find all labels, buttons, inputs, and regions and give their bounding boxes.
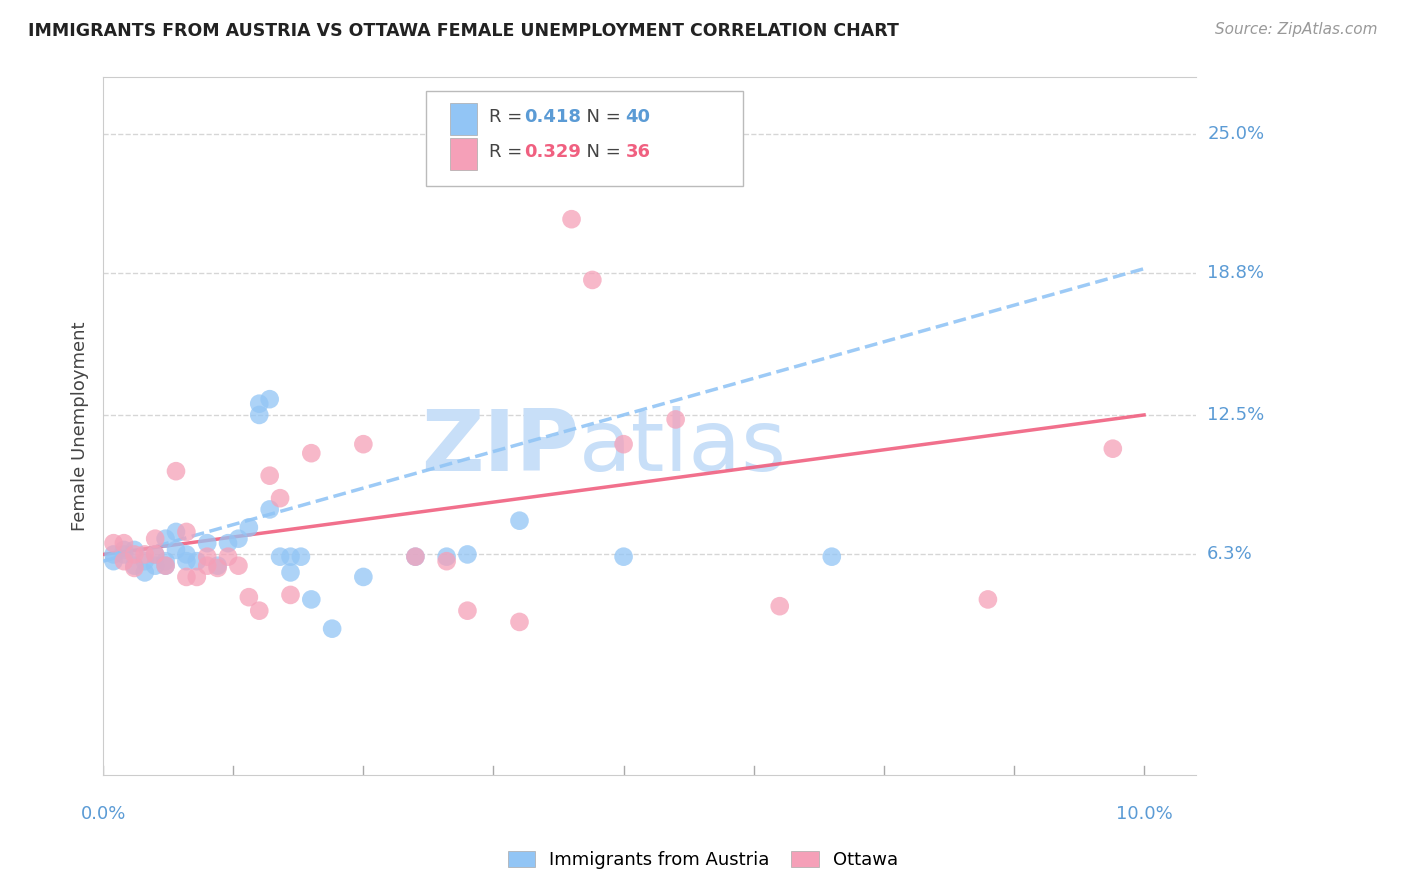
Point [508,615,530,629]
Point [290,549,312,564]
Point [176,554,198,568]
Point [124,558,146,573]
Point [176,548,198,562]
Point [352,570,374,584]
Point [143,532,166,546]
Point [143,558,166,573]
Text: 18.8%: 18.8% [1208,264,1264,282]
Text: N =: N = [575,108,627,126]
Point [124,543,146,558]
Point [259,502,281,516]
Text: 12.5%: 12.5% [1208,406,1264,424]
Point [165,543,187,558]
Point [165,524,187,539]
Point [134,554,156,568]
Point [561,212,583,227]
Point [112,548,135,562]
Point [299,592,322,607]
Point [352,437,374,451]
Point [143,548,166,562]
Point [134,566,156,580]
Point [195,536,218,550]
Point [247,604,270,618]
Point [155,554,177,568]
Text: 0.418: 0.418 [524,108,581,126]
Point [436,554,458,568]
Point [613,549,636,564]
Point [280,588,302,602]
Point [508,514,530,528]
Point [155,532,177,546]
Text: R =: R = [489,108,527,126]
Text: 10.0%: 10.0% [1116,805,1173,823]
Point [321,622,343,636]
Point [112,543,135,558]
Point [436,549,458,564]
Point [238,590,260,604]
Text: IMMIGRANTS FROM AUSTRIA VS OTTAWA FEMALE UNEMPLOYMENT CORRELATION CHART: IMMIGRANTS FROM AUSTRIA VS OTTAWA FEMALE… [28,22,898,40]
Point [207,558,229,573]
Point [280,566,302,580]
Point [821,549,844,564]
Point [207,561,229,575]
Point [581,273,603,287]
Point [259,392,281,407]
Point [165,464,187,478]
Text: 0.0%: 0.0% [80,805,125,823]
Text: 0.329: 0.329 [524,143,581,161]
Point [103,548,125,562]
Point [769,599,792,614]
Point [186,554,208,568]
Text: 40: 40 [626,108,651,126]
Point [124,548,146,562]
Point [1101,442,1123,456]
Point [280,549,302,564]
Legend: Immigrants from Austria, Ottawa: Immigrants from Austria, Ottawa [499,842,907,879]
Point [269,491,291,505]
FancyBboxPatch shape [450,138,477,169]
Point [977,592,1000,607]
Point [247,397,270,411]
Point [112,554,135,568]
Point [155,558,177,573]
Point [186,570,208,584]
Text: Source: ZipAtlas.com: Source: ZipAtlas.com [1215,22,1378,37]
Point [143,548,166,562]
Text: 36: 36 [626,143,651,161]
Point [228,532,250,546]
Point [456,548,478,562]
Text: R =: R = [489,143,527,161]
Point [259,468,281,483]
Text: N =: N = [575,143,627,161]
Point [176,524,198,539]
Point [155,558,177,573]
Point [404,549,426,564]
Point [456,604,478,618]
Point [195,549,218,564]
Point [217,549,239,564]
Point [299,446,322,460]
Point [217,536,239,550]
Point [195,558,218,573]
Text: ZIP: ZIP [420,406,579,489]
Point [665,412,688,426]
Text: atlas: atlas [579,406,786,489]
FancyBboxPatch shape [426,91,742,186]
Point [228,558,250,573]
Point [247,408,270,422]
Point [134,548,156,562]
Point [103,554,125,568]
Point [176,570,198,584]
Point [238,520,260,534]
Point [112,536,135,550]
Text: 25.0%: 25.0% [1208,125,1264,143]
Point [613,437,636,451]
Point [269,549,291,564]
Point [404,549,426,564]
Point [124,561,146,575]
Text: 6.3%: 6.3% [1208,545,1253,564]
FancyBboxPatch shape [450,103,477,135]
Y-axis label: Female Unemployment: Female Unemployment [72,321,89,531]
Point [103,536,125,550]
